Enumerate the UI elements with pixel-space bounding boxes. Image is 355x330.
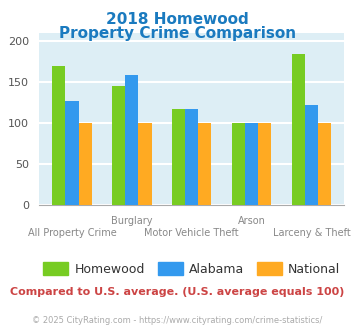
Text: Burglary: Burglary (111, 216, 153, 226)
Bar (292, 54, 305, 205)
Bar (112, 86, 125, 205)
Text: All Property Crime: All Property Crime (28, 228, 116, 238)
Text: Arson: Arson (237, 216, 266, 226)
Text: Compared to U.S. average. (U.S. average equals 100): Compared to U.S. average. (U.S. average … (10, 287, 345, 297)
Bar (185, 109, 198, 205)
Bar (258, 123, 271, 205)
Text: Property Crime Comparison: Property Crime Comparison (59, 26, 296, 41)
Bar (65, 101, 78, 205)
Bar (125, 76, 138, 205)
Bar (198, 123, 212, 205)
Bar (318, 123, 331, 205)
Bar (245, 123, 258, 205)
Text: © 2025 CityRating.com - https://www.cityrating.com/crime-statistics/: © 2025 CityRating.com - https://www.city… (32, 315, 323, 325)
Text: 2018 Homewood: 2018 Homewood (106, 12, 249, 26)
Bar (52, 66, 65, 205)
Bar (172, 109, 185, 205)
Bar (78, 123, 92, 205)
Text: Motor Vehicle Theft: Motor Vehicle Theft (144, 228, 239, 238)
Bar (138, 123, 152, 205)
Text: Larceny & Theft: Larceny & Theft (273, 228, 350, 238)
Bar (232, 123, 245, 205)
Bar (305, 105, 318, 205)
Legend: Homewood, Alabama, National: Homewood, Alabama, National (43, 262, 340, 276)
